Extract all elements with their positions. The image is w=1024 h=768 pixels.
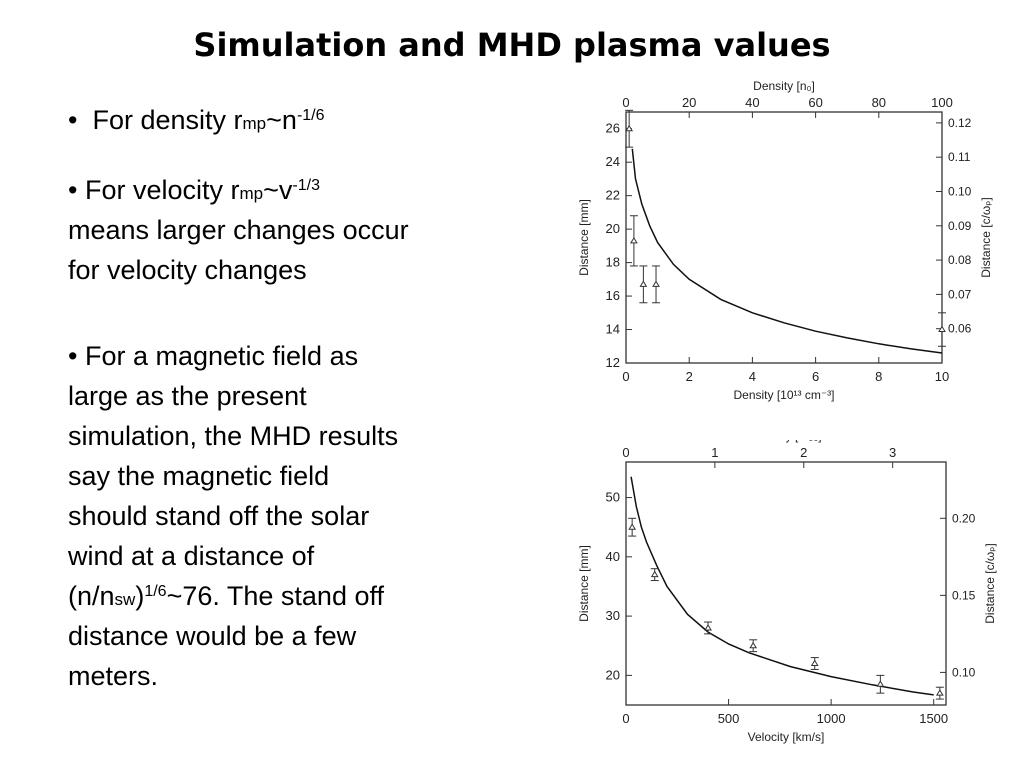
ratio-b: ) <box>135 581 145 611</box>
velocity-mid: ~v <box>263 175 293 205</box>
y-tick-label: 18 <box>606 255 620 270</box>
x-tick-label: 500 <box>718 711 740 726</box>
y-tick-label: 22 <box>606 188 620 203</box>
data-point <box>704 623 712 631</box>
y2-tick-label: 0.10 <box>948 184 972 198</box>
x-tick-label: 10 <box>935 369 949 384</box>
density-prefix: For density r <box>92 105 243 135</box>
bullet-velocity: • For velocity rmp~v-1/3 means larger ch… <box>68 170 409 290</box>
x2-tick-label: 80 <box>872 95 886 110</box>
x2-tick-label: 60 <box>808 95 822 110</box>
x-tick-label: 1000 <box>817 711 846 726</box>
bullet-magnetic: • For a magnetic field as large as the p… <box>68 336 398 696</box>
y2-tick-label: 0.12 <box>948 116 972 130</box>
velocity-sub: mp <box>239 184 264 203</box>
bullet-density: • For density rmp~n-1/6 <box>68 100 325 140</box>
data-point <box>625 124 634 132</box>
y-tick-label: 16 <box>606 288 620 303</box>
density-chart: 0 2 4 6 8 100 20 40 60 80 10012141618202224260.060… <box>577 79 993 402</box>
x2-tick-label: 1 <box>711 445 718 460</box>
magnetic-line: • For a magnetic field as <box>68 341 359 371</box>
x2-tick-label: 40 <box>745 95 759 110</box>
x2-tick-label: 3 <box>889 445 896 460</box>
ratio-c: ~76. The stand off <box>166 581 384 611</box>
y2-tick-label: 0.15 <box>952 588 976 602</box>
data-point <box>810 659 819 667</box>
y2-tick-label: 0.08 <box>948 253 972 267</box>
magnetic-line: simulation, the MHD results <box>68 421 399 451</box>
x-tick-label: 0 <box>622 369 629 384</box>
bullet-dot: • <box>68 105 93 135</box>
x-tick-label: 1500 <box>919 711 948 726</box>
plot-frame <box>625 111 943 364</box>
y2-axis-label: Distance [c/ωₚ] <box>979 197 993 278</box>
density-sup: -1/6 <box>296 107 325 124</box>
y2-tick-label: 0.07 <box>948 287 972 301</box>
magnetic-line: large as the present <box>68 381 307 411</box>
y-tick-label: 40 <box>606 549 620 564</box>
data-point <box>628 523 637 530</box>
data-point <box>935 689 944 696</box>
magnetic-line: wind at a distance of <box>68 541 315 571</box>
x-tick-label: 8 <box>875 369 882 384</box>
magnetic-line: say the magnetic field <box>68 461 330 491</box>
x2-tick-label: 100 <box>931 95 953 110</box>
x-axis-label: Density [10¹³ cm⁻³] <box>733 388 834 402</box>
x2-tick-label: 2 <box>800 445 807 460</box>
x2-tick-label: 0 <box>622 95 629 110</box>
x2-tick-label: 20 <box>682 95 696 110</box>
x-tick-label: 0 <box>622 711 629 726</box>
y2-tick-label: 0.20 <box>952 511 976 525</box>
x2-axis-label: Density [n₀] <box>753 79 815 93</box>
y-axis-label: Distance [mm] <box>577 199 591 276</box>
y2-tick-label: 0.10 <box>952 665 976 679</box>
x-tick-label: 6 <box>812 369 819 384</box>
velocity-line2: means larger changes occur <box>68 215 409 245</box>
y2-tick-label: 0.09 <box>948 219 972 233</box>
y2-tick-label: 0.06 <box>948 322 972 336</box>
y-tick-label: 20 <box>606 667 620 682</box>
y-tick-label: 50 <box>606 490 620 505</box>
ratio-a: (n/n <box>68 581 115 611</box>
data-point <box>652 280 660 287</box>
y-tick-label: 24 <box>606 154 620 169</box>
data-point <box>650 570 659 578</box>
plot-frame <box>625 461 947 706</box>
magnetic-line-ratio: (n/nsw)1/6~76. The stand off <box>68 576 398 616</box>
data-point <box>749 641 758 649</box>
slide-title: Simulation and MHD plasma values <box>193 26 831 64</box>
x-axis-label: Velocity [km/s] <box>748 730 825 744</box>
model-curve <box>631 148 943 354</box>
velocity-line1: • For velocity rmp~v-1/3 <box>68 170 409 210</box>
x2-tick-label: 0 <box>622 445 629 460</box>
y2-tick-label: 0.11 <box>948 150 971 164</box>
magnetic-line: should stand off the solar <box>68 501 370 531</box>
x-tick-label: 2 <box>686 369 693 384</box>
ratio-sub: sw <box>114 590 136 609</box>
data-point <box>639 280 648 287</box>
velocity-line3: for velocity changes <box>68 255 307 285</box>
velocity-chart: 0 500 1000 1500 0 1 2 3 20 30 40 50 0.10 0.15 0.20 Velo… <box>577 440 997 744</box>
y-tick-label: 30 <box>606 608 620 623</box>
velocity-prefix: • For velocity r <box>68 175 240 205</box>
magnetic-line: distance would be a few <box>68 621 357 651</box>
y-tick-label: 20 <box>606 221 620 236</box>
magnetic-line: meters. <box>68 661 159 691</box>
model-curve <box>630 476 934 696</box>
ratio-sup: 1/6 <box>144 583 167 600</box>
y-tick-label: 12 <box>606 355 620 370</box>
density-mid: ~n <box>266 105 297 135</box>
x2-axis-label: Velocity [M₀₀] <box>750 440 821 443</box>
data-point <box>630 236 638 244</box>
y-tick-label: 14 <box>606 322 620 337</box>
data-point <box>938 325 946 333</box>
y-axis-label: Distance [mm] <box>577 545 591 622</box>
y2-axis-label: Distance [c/ωₚ] <box>983 543 997 624</box>
x-tick-label: 4 <box>749 369 756 384</box>
y-tick-label: 26 <box>606 121 620 136</box>
data-point <box>876 680 885 687</box>
velocity-sup: -1/3 <box>292 177 320 194</box>
density-sub: mp <box>242 114 267 133</box>
